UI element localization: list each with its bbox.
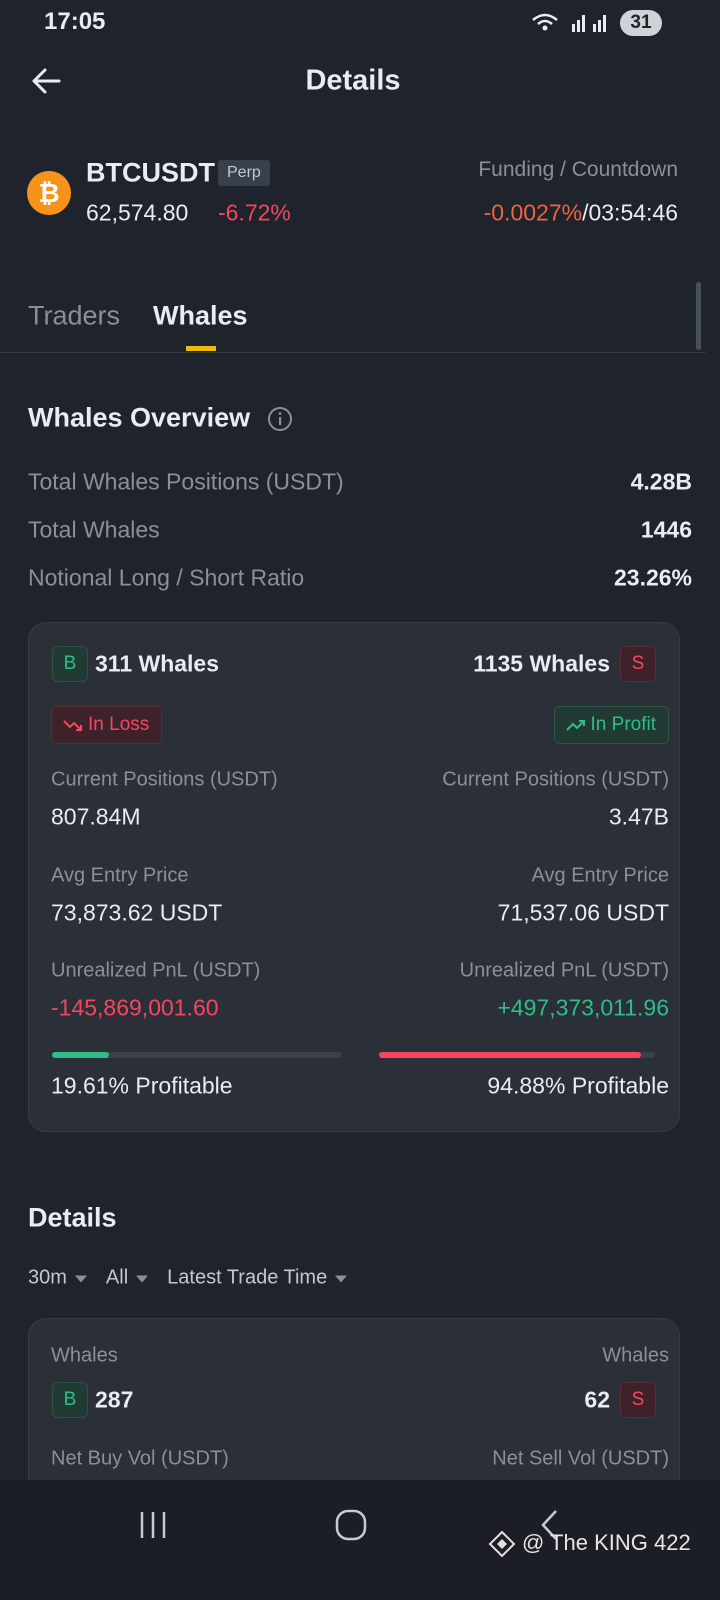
buy-badge: B [52,1382,88,1418]
funding-values: -0.0027%/03:54:46 [484,200,678,227]
label: Whales [51,1344,118,1367]
back-button[interactable] [30,66,62,96]
tab[interactable]: Traders [28,300,121,331]
tab-indicator [186,346,216,351]
value: 807.84M [51,803,141,830]
loss-label: In Loss [88,714,150,735]
loss-pill: In Loss [51,706,163,744]
down-trend-icon [63,720,82,731]
sell-badge: S [620,646,656,682]
watermark: @ The KING 422 [522,1530,691,1555]
up-trend-icon [565,720,585,731]
home-button[interactable] [334,1508,368,1542]
row-label: Total Whales [28,516,160,543]
label: Current Positions (USDT) [51,768,278,791]
label: Net Sell Vol (USDT) [492,1447,669,1470]
profitable-label: 94.88% Profitable [487,1072,669,1099]
label: Whales [602,1344,669,1367]
profit-label: In Profit [590,714,656,735]
scrollbar [696,282,701,350]
buy-count: 287 [95,1386,134,1413]
filter-dropdown[interactable]: All [106,1267,150,1290]
dropdown-caret [136,1275,149,1282]
filter-dropdown[interactable]: Latest Trade Time [167,1267,349,1290]
divider [0,352,706,353]
perp-badge: Perp [218,160,270,186]
tab-active[interactable]: Whales [153,300,248,331]
progress-track [379,1052,655,1058]
long-count: 311 Whales [95,650,220,677]
funding-rate: -0.0027% [483,199,583,226]
profitable-label: 19.61% Profitable [51,1072,233,1099]
symbol: BTCUSDT [86,157,215,188]
label: Unrealized PnL (USDT) [459,959,669,982]
separator: / [582,199,589,226]
label: Avg Entry Price [51,864,189,887]
section-title: Details [28,1202,117,1233]
funding-label: Funding / Countdown [478,158,678,181]
progress-track [52,1052,342,1058]
profit-pill: In Profit [553,706,669,744]
back-nav-button[interactable] [538,1508,562,1542]
countdown: 03:54:46 [588,199,678,226]
buy-badge: B [52,646,88,682]
svg-text:₿: ₿ [38,179,59,209]
sell-badge: S [620,1382,656,1418]
battery-level: 31 [630,12,652,33]
info-icon[interactable] [267,406,293,432]
price-change: -6.72% [218,199,291,226]
pnl-value: -145,869,001.60 [51,994,219,1021]
label: Net Buy Vol (USDT) [51,1447,229,1470]
status-icons [532,13,606,32]
pnl-value: +497,373,011.96 [497,994,669,1021]
value: 3.47B [608,803,669,830]
section-title: Whales Overview [28,402,251,433]
dropdown-caret [335,1275,348,1282]
battery-icon [620,10,662,36]
price: 62,574.80 [86,199,189,226]
value: 73,873.62 USDT [51,899,223,926]
row-value: 1446 [640,516,692,543]
short-count: 1135 Whales [473,650,610,677]
nav-bar [0,1480,720,1600]
status-time: 17:05 [44,8,106,35]
filter-dropdown[interactable]: 30m [28,1267,89,1290]
row-label: Notional Long / Short Ratio [28,564,305,591]
progress-fill [379,1052,641,1058]
page-title: Details [305,64,401,97]
watermark-icon [488,1530,516,1558]
row-label: Total Whales Positions (USDT) [28,468,344,495]
dropdown-caret [74,1275,87,1282]
btc-icon: ₿ [27,171,71,215]
label: Avg Entry Price [531,864,669,887]
value: 71,537.06 USDT [497,899,669,926]
recents-button[interactable] [138,1510,170,1540]
label: Unrealized PnL (USDT) [51,959,261,982]
progress-fill [52,1052,109,1058]
row-value: 23.26% [613,564,692,591]
row-value: 4.28B [630,468,692,495]
sell-count: 62 [584,1386,610,1413]
label: Current Positions (USDT) [442,768,669,791]
